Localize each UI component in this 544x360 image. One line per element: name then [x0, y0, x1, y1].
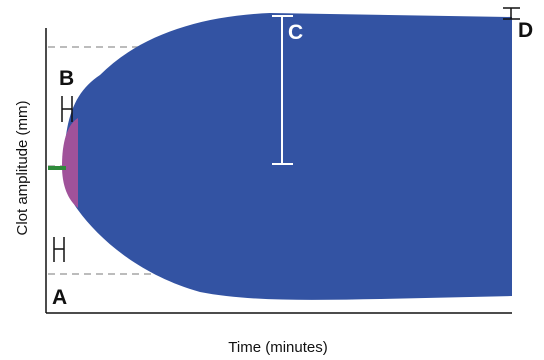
marker-c-label: C [288, 21, 303, 44]
marker-b-label: B [59, 67, 74, 90]
x-axis-title: Time (minutes) [228, 339, 327, 356]
marker-b-bracket [61, 96, 73, 122]
initiation-region [62, 118, 78, 208]
marker-a-bracket [53, 237, 65, 262]
marker-d-bracket [503, 7, 520, 20]
y-axis-title: Clot amplitude (mm) [14, 100, 31, 235]
marker-d-label: D [518, 19, 533, 42]
marker-a-label: A [52, 286, 67, 309]
clot-amplitude-shape [64, 13, 512, 300]
marker-c-amplitude-bar [272, 15, 293, 165]
